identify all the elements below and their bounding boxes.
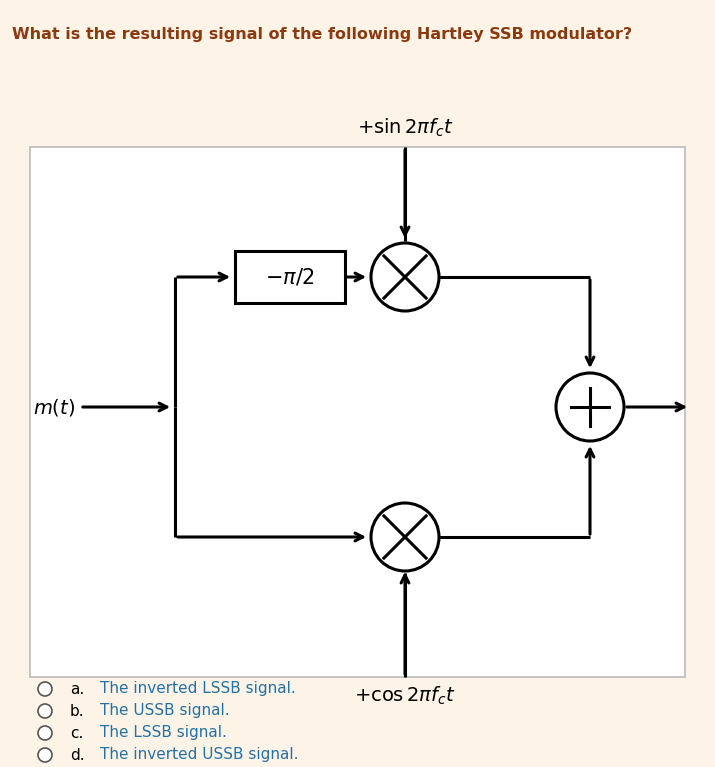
Circle shape (38, 726, 52, 740)
Text: $m(t)$: $m(t)$ (33, 397, 75, 417)
Text: a.: a. (70, 682, 84, 696)
Circle shape (38, 748, 52, 762)
Text: $+ \sin 2\pi f_c t$: $+ \sin 2\pi f_c t$ (357, 117, 453, 139)
Text: $-\pi/2$: $-\pi/2$ (265, 266, 315, 288)
Text: d.: d. (70, 748, 84, 762)
Text: The LSSB signal.: The LSSB signal. (100, 726, 227, 740)
Text: The USSB signal.: The USSB signal. (100, 703, 230, 719)
Circle shape (371, 243, 439, 311)
Text: The inverted USSB signal.: The inverted USSB signal. (100, 748, 298, 762)
Text: The inverted LSSB signal.: The inverted LSSB signal. (100, 682, 296, 696)
Circle shape (38, 682, 52, 696)
Circle shape (371, 503, 439, 571)
Text: What is the resulting signal of the following Hartley SSB modulator?: What is the resulting signal of the foll… (12, 27, 632, 42)
Text: c.: c. (70, 726, 84, 740)
Text: $+ \cos 2\pi f_c t$: $+ \cos 2\pi f_c t$ (354, 685, 456, 707)
FancyBboxPatch shape (30, 147, 685, 677)
Circle shape (556, 373, 624, 441)
FancyBboxPatch shape (235, 251, 345, 303)
Text: b.: b. (70, 703, 84, 719)
Circle shape (38, 704, 52, 718)
